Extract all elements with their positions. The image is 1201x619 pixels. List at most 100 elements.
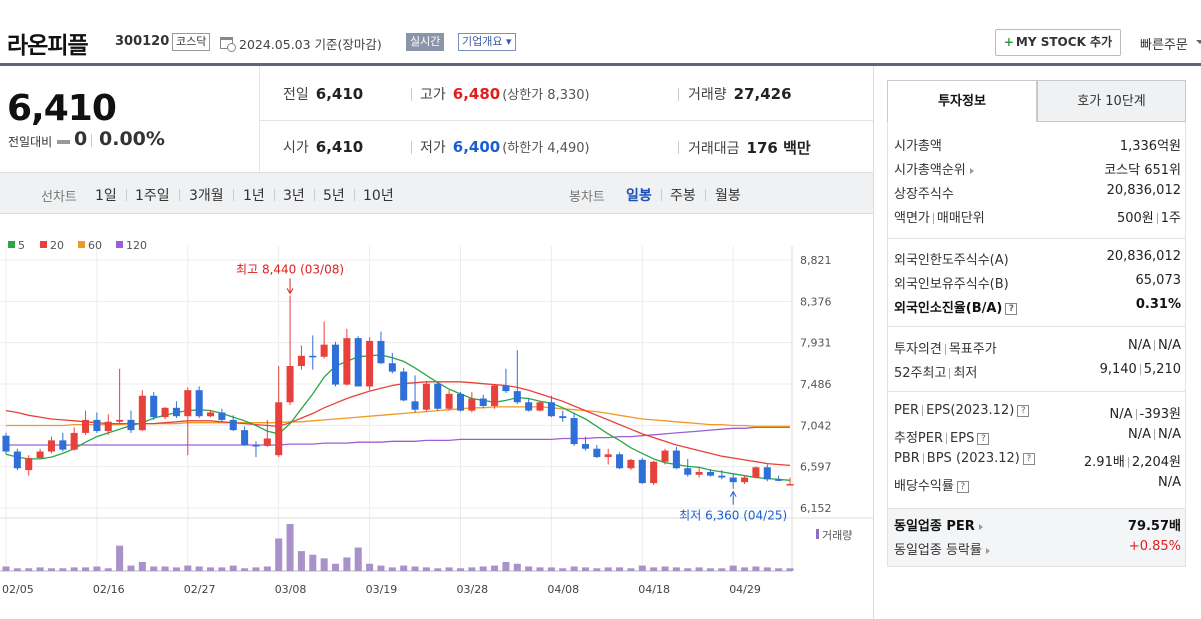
prev-close: 전일 6,410 [283,84,363,104]
volume-bar [331,563,340,571]
info-row: 외국인보유주식수(B) 65,073 [888,271,1187,292]
add-my-stock-button[interactable]: + MY STOCK 추가 [995,29,1121,56]
info-label-text: 52주최고 [894,366,947,381]
help-icon[interactable]: ? [977,432,990,445]
change-label: 전일대비 [8,135,53,149]
info-value-text: 2,204원 [1131,455,1181,470]
volume-bar [377,565,385,571]
period-1d[interactable]: 1일 [95,188,117,204]
divider [932,213,934,224]
candle-body [479,398,487,406]
candle-daily[interactable]: 일봉 [626,188,652,204]
candle-body [229,419,237,431]
volume-bar [479,566,487,571]
help-icon[interactable]: ? [1017,404,1030,417]
info-value: N/A [1158,475,1181,490]
info-label: 외국인한도주식수(A) [894,249,1009,268]
volume-bar [297,551,305,571]
period-5y[interactable]: 5년 [323,188,345,204]
stock-code: 300120 [115,34,170,49]
info-value-text: N/A [1158,427,1181,442]
info-value-text: -393원 [1139,407,1181,422]
period-1y[interactable]: 1년 [243,188,265,204]
current-price: 6,410 [7,88,117,129]
volume-bar [422,567,430,571]
volume-bar [13,568,21,571]
candle-body [752,467,760,478]
info-value: 500원 1주 [1117,207,1181,226]
amount-label: 거래대금 [688,141,740,157]
candlestick-chart[interactable]: 8,821 8,376 7,931 7,486 7,042 6,597 6,152 02/05… [0,214,873,619]
company-overview-button[interactable]: 기업개요 ▾ [458,33,516,51]
volume-bar [445,567,453,571]
candle-body [366,340,374,387]
volume-bar [241,568,249,571]
realtime-button[interactable]: 실시간 [406,33,445,51]
chevron-down-icon [1196,40,1201,44]
info-row: 52주최고 최저 9,140 5,210 [888,360,1187,381]
divider [661,189,662,201]
candle-body [502,385,510,392]
volume-bar [161,566,169,571]
help-icon[interactable]: ? [1022,452,1035,465]
group-divider [888,508,1185,509]
chevron-right-icon[interactable] [969,167,974,174]
tab-order-book[interactable]: 호가 10단계 [1037,80,1186,122]
price-chart[interactable]: 8,821 8,376 7,931 7,486 7,042 6,597 6,152 02/05… [0,214,873,619]
candle-body [354,338,362,387]
period-1w[interactable]: 1주일 [135,188,170,204]
candle-body [195,390,203,417]
info-label-text: 동일업종 PER [894,519,975,534]
info-value: 79.57배 [1128,515,1181,534]
candle-body [718,475,726,478]
info-row: 액면가 매매단위 500원 1주 [888,205,1187,226]
help-icon[interactable]: ? [956,480,969,493]
info-value: N/A N/A [1128,427,1181,442]
base-date: 2024.05.03 기준(장마감) [239,37,382,52]
volume-bar [661,566,669,571]
candle-monthly[interactable]: 월봉 [715,188,741,204]
divider [922,453,924,464]
legend-label: 5 [18,239,25,252]
period-3m[interactable]: 3개월 [189,188,224,204]
legend-swatch [116,241,123,248]
candle-body [206,412,215,417]
info-label: 투자의견 목표주가 [894,338,997,357]
volume-bar [513,563,521,571]
y-tick-label: 7,042 [800,419,832,432]
info-label: 외국인보유주식수(B) [894,273,1009,292]
candle-body [672,450,680,469]
trade-amount: 거래대금 176 백만 [688,137,811,158]
candle-body [36,451,44,459]
volume-bar [252,567,260,571]
info-label-text: EPS(2023.12) [926,403,1015,418]
info-value-text: 코스닥 651위 [1104,163,1181,178]
candle-body [684,468,692,475]
y-tick-label: 7,931 [800,337,832,350]
period-3y[interactable]: 3년 [283,188,305,204]
info-value-text: N/A [1158,338,1181,353]
volume-bar [570,566,578,571]
info-label-text: 배당수익률 [894,479,954,494]
candle-weekly[interactable]: 주봉 [670,188,696,204]
chevron-right-icon[interactable] [978,523,983,530]
candle-body [161,407,169,418]
add-my-stock-label: MY STOCK 추가 [1015,35,1113,49]
tab-investment-info[interactable]: 투자정보 [887,80,1037,122]
volume-bar [729,565,737,571]
candle-body [400,371,408,401]
volume-bar [752,566,760,571]
quick-order-button[interactable]: 빠른주문 [1140,38,1188,53]
info-label-text: 투자의견 [894,342,942,357]
info-label-text: 시가총액순위 [894,163,966,178]
group-divider [888,326,1185,327]
help-icon[interactable]: ? [1005,302,1018,315]
period-10y[interactable]: 10년 [363,188,394,204]
legend-label: 60 [88,239,102,252]
candle-body [786,484,794,486]
company-name: 라온피플 [7,33,89,59]
upper-limit: (상한가 8,330) [502,88,590,103]
chevron-right-icon[interactable] [985,547,990,554]
candle-body [456,393,465,411]
divider [411,88,412,101]
